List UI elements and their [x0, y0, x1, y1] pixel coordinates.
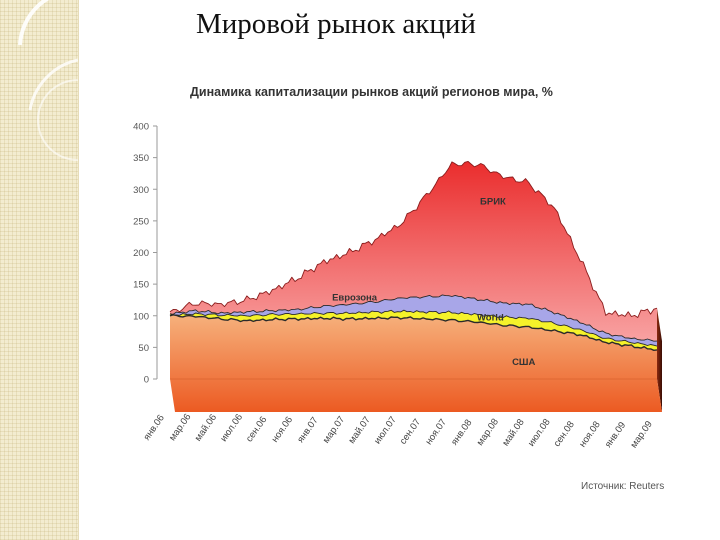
y-tick-label: 50 [138, 343, 149, 354]
area-world [170, 310, 657, 351]
series-label: США [512, 357, 535, 368]
y-tick-label: 250 [133, 216, 149, 227]
area-bric [170, 161, 657, 342]
y-tick-label: 100 [133, 311, 149, 322]
decorative-strip [0, 0, 79, 540]
x-tick-label: янв.06 [141, 413, 166, 443]
x-tick-label: ноя.08 [577, 419, 603, 449]
plot-area [169, 160, 662, 412]
chart: Динамика капитализации рынков акций реги… [133, 85, 664, 492]
x-tick-label: мар.08 [475, 417, 501, 448]
x-tick-label: мар.07 [321, 414, 347, 445]
area-bric-line [169, 160, 658, 318]
x-tick-label: май.08 [500, 417, 526, 448]
x-tick-label: сен.07 [398, 417, 423, 447]
y-tick-label: 300 [133, 185, 149, 196]
area-world-line [169, 309, 658, 347]
series-label: Еврозона [332, 292, 378, 303]
y-axis-ticks: 0 50 100 150 200 250 300 350 400 [133, 122, 157, 386]
x-tick-label: май.07 [346, 415, 372, 446]
x-tick-label: июл.08 [526, 417, 553, 449]
area-eurozone-line [169, 294, 658, 342]
x-tick-label: янв.08 [449, 418, 474, 448]
y-tick-label: 400 [133, 122, 149, 133]
x-tick-label: янв.09 [603, 420, 628, 450]
x-tick-label: сен.08 [552, 419, 577, 449]
x-tick-label: мар.09 [628, 419, 654, 450]
series-label: БРИК [480, 196, 506, 207]
x-tick-label: ноя.06 [270, 415, 296, 445]
series-label: World [477, 312, 504, 323]
area-usa-line [169, 314, 658, 351]
source-note: Источник: Reuters [581, 481, 664, 492]
y-tick-label: 350 [133, 153, 149, 164]
chart-title: Динамика капитализации рынков акций реги… [190, 85, 553, 99]
y-tick-label: 150 [133, 280, 149, 291]
y-tick-label: 0 [144, 375, 149, 386]
depth-side-face [657, 308, 662, 412]
x-tick-label: май.06 [193, 412, 219, 443]
area-usa [170, 314, 662, 412]
y-tick-label: 200 [133, 248, 149, 259]
x-tick-label: янв.07 [295, 415, 320, 445]
x-tick-label: ноя.07 [423, 417, 449, 447]
slide-title: Мировой рынок акций [196, 8, 476, 40]
x-tick-label: июл.07 [372, 415, 399, 447]
x-tick-label: сен.06 [244, 415, 269, 445]
series-labels: США World Еврозона БРИК [332, 196, 535, 368]
decorative-arc-icon [18, 0, 78, 161]
x-tick-label: мар.06 [167, 412, 193, 443]
x-tick-label: июл.06 [218, 412, 245, 444]
